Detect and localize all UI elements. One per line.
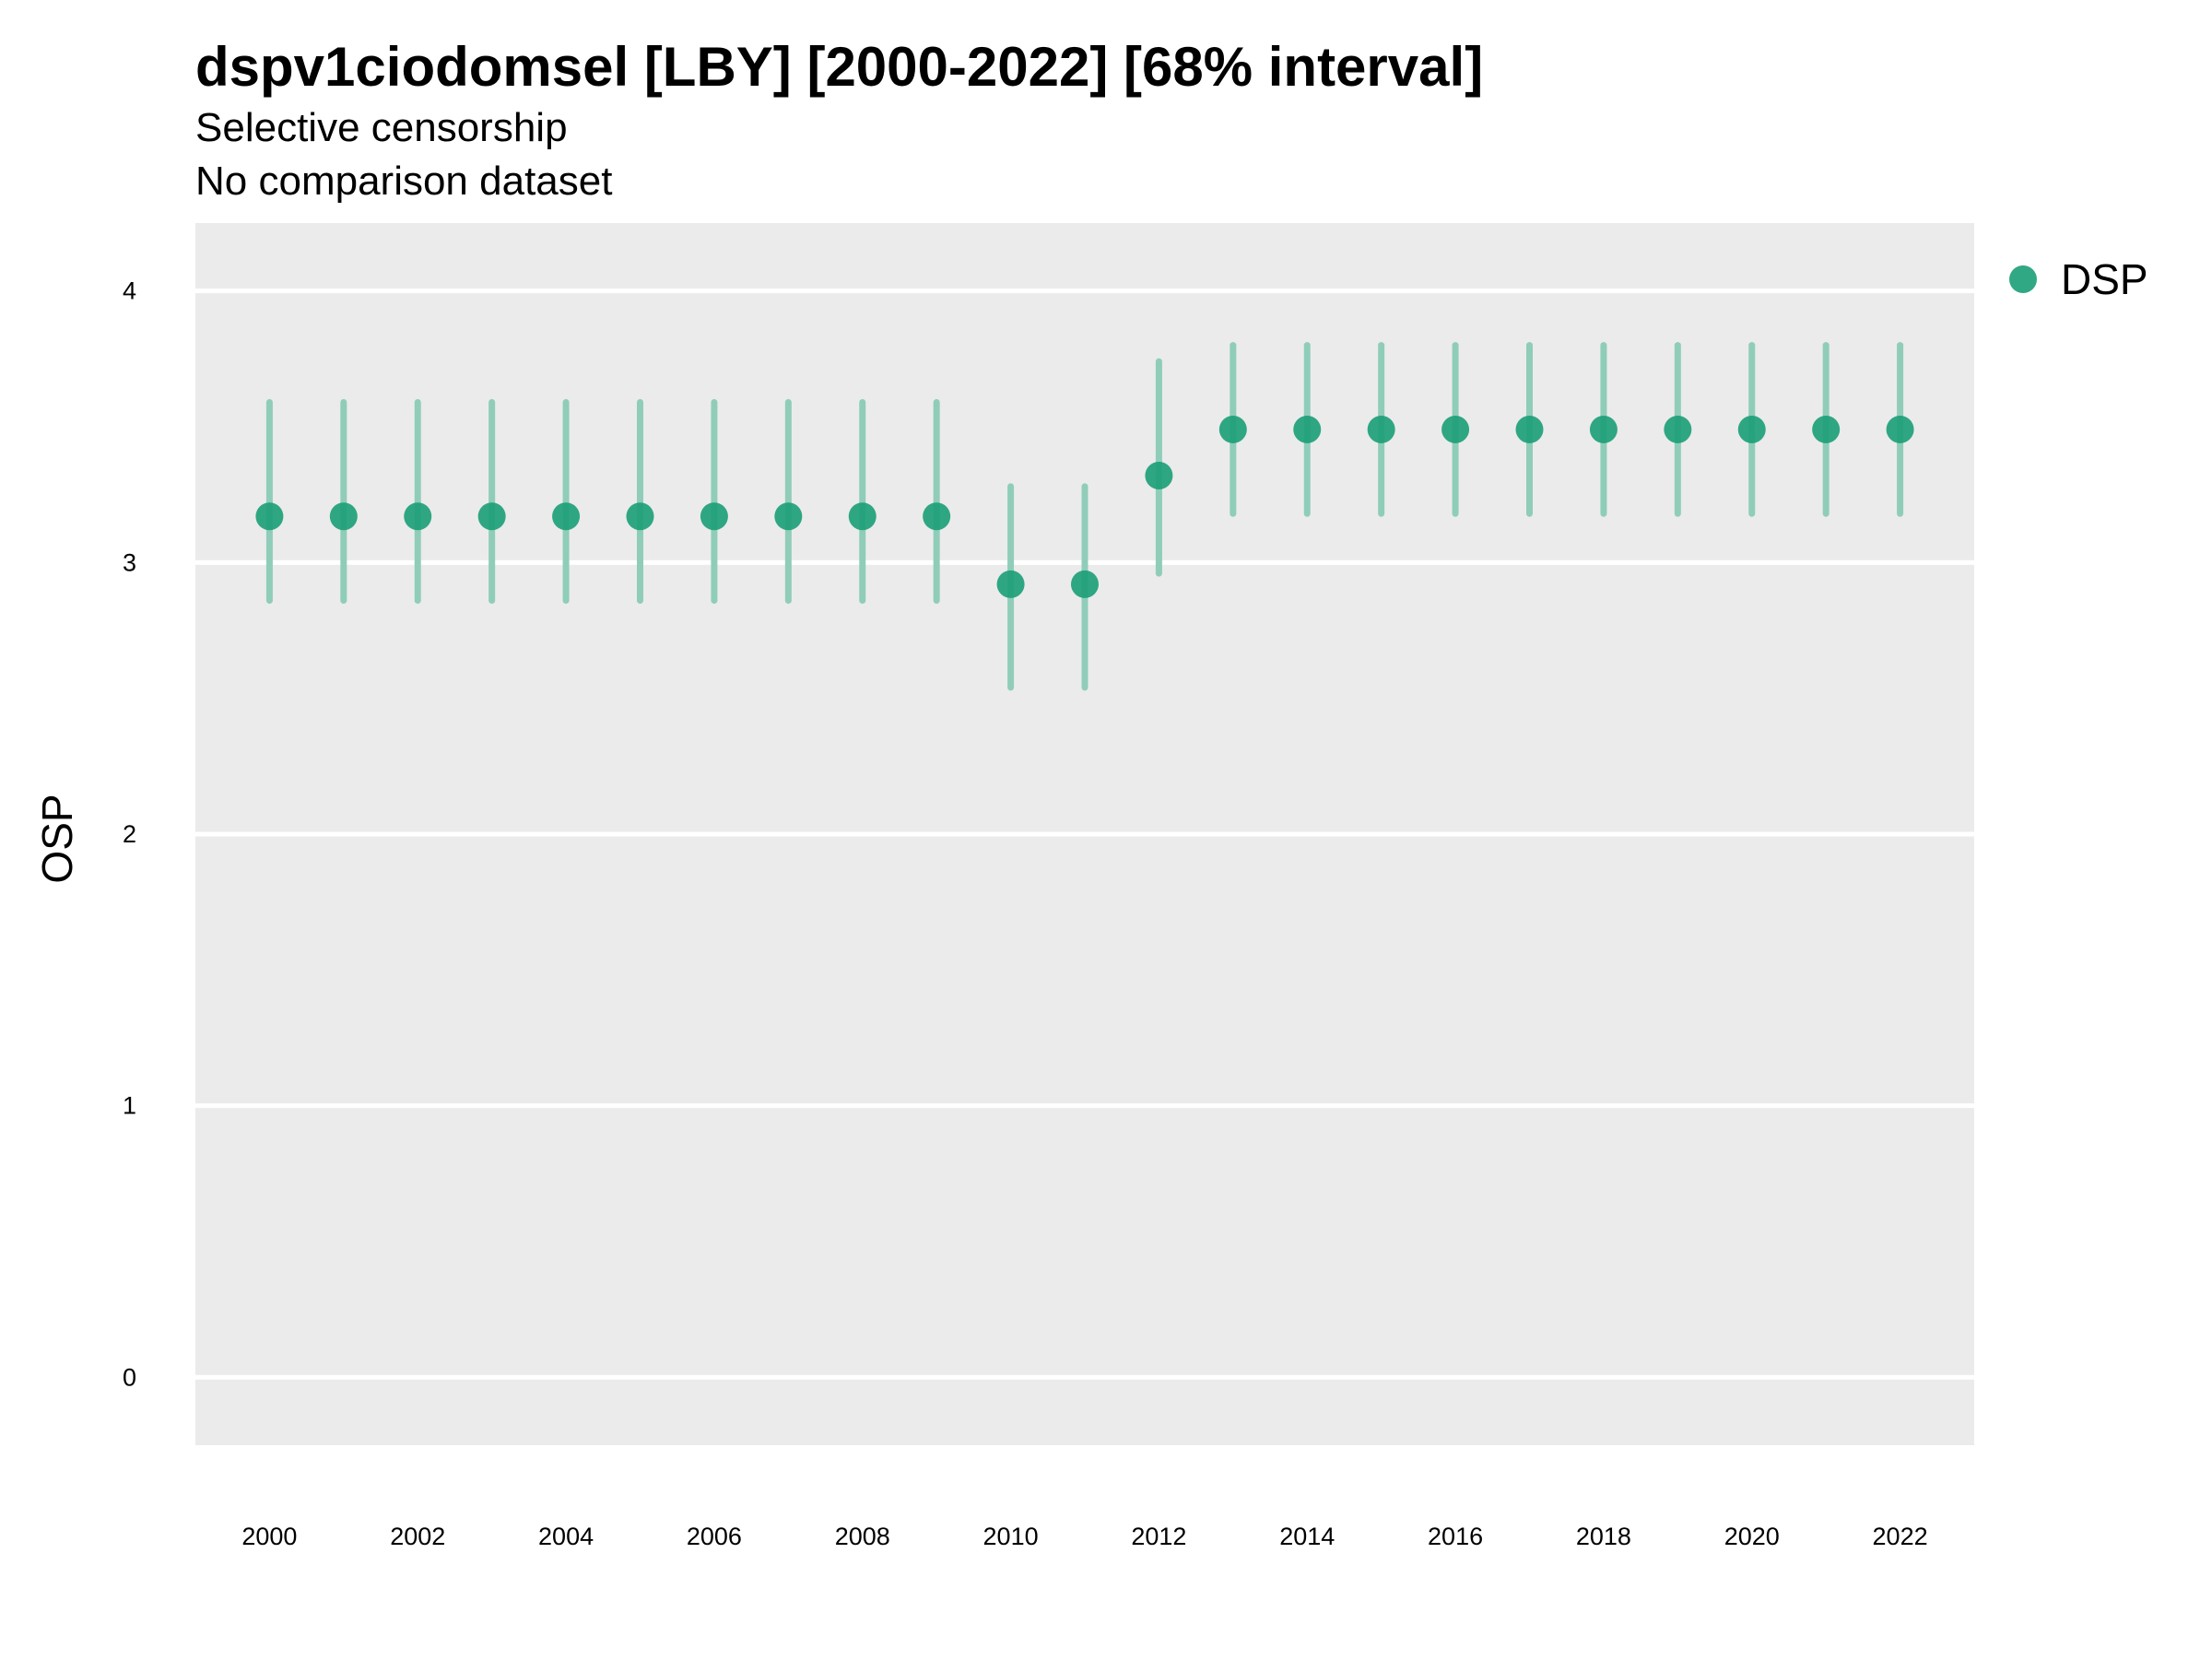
y-tick-label: 0 bbox=[123, 1363, 136, 1391]
y-tick-label: 4 bbox=[123, 277, 136, 305]
x-tick-label: 2022 bbox=[1873, 1523, 1928, 1550]
data-point bbox=[923, 502, 951, 531]
data-point bbox=[1441, 415, 1470, 443]
y-tick-label: 2 bbox=[123, 820, 136, 848]
data-point bbox=[1218, 415, 1247, 443]
data-point bbox=[1589, 415, 1618, 443]
data-point bbox=[1145, 462, 1173, 490]
data-point bbox=[255, 502, 284, 531]
data-point bbox=[848, 502, 877, 531]
data-point bbox=[1515, 415, 1544, 443]
chart-title: dspv1ciodomsel [LBY] [2000-2022] [68% in… bbox=[195, 36, 1484, 98]
x-axis-ticks: 2000 2002 2004 2006 2008 2010 2012 2014 2016 2018… bbox=[241, 1523, 1927, 1550]
chart-subtitle-line-2: No comparison dataset bbox=[195, 159, 613, 204]
data-point bbox=[1071, 570, 1099, 598]
data-point bbox=[552, 502, 581, 531]
y-axis-ticks: 0 1 2 3 4 bbox=[123, 277, 136, 1392]
data-point bbox=[626, 502, 654, 531]
x-tick-label: 2010 bbox=[983, 1523, 1039, 1550]
x-tick-label: 2008 bbox=[835, 1523, 890, 1550]
data-point bbox=[1293, 415, 1322, 443]
x-tick-label: 2012 bbox=[1131, 1523, 1186, 1550]
x-tick-label: 2018 bbox=[1576, 1523, 1631, 1550]
x-tick-label: 2000 bbox=[241, 1523, 297, 1550]
x-tick-label: 2004 bbox=[538, 1523, 594, 1550]
legend-label-dsp: DSP bbox=[2061, 255, 2148, 303]
data-point bbox=[477, 502, 506, 531]
x-tick-label: 2016 bbox=[1428, 1523, 1483, 1550]
data-point bbox=[774, 502, 803, 531]
x-tick-label: 2014 bbox=[1279, 1523, 1335, 1550]
data-points bbox=[255, 415, 1914, 598]
legend-key-dsp bbox=[2009, 265, 2037, 293]
x-tick-label: 2006 bbox=[687, 1523, 742, 1550]
data-point bbox=[404, 502, 432, 531]
legend: DSP bbox=[2009, 254, 2148, 304]
y-tick-label: 1 bbox=[123, 1092, 136, 1120]
x-tick-label: 2020 bbox=[1724, 1523, 1780, 1550]
data-point bbox=[700, 502, 728, 531]
data-point bbox=[996, 570, 1025, 598]
x-tick-label: 2002 bbox=[390, 1523, 445, 1550]
y-axis-label: OSP bbox=[33, 794, 81, 884]
data-point bbox=[1886, 415, 1914, 443]
y-tick-label: 3 bbox=[123, 548, 136, 576]
data-point bbox=[1367, 415, 1395, 443]
data-point bbox=[329, 502, 358, 531]
data-point bbox=[1664, 415, 1692, 443]
data-point bbox=[1737, 415, 1766, 443]
data-point bbox=[1812, 415, 1841, 443]
chart-subtitle-line-1: Selective censorship bbox=[195, 105, 568, 150]
